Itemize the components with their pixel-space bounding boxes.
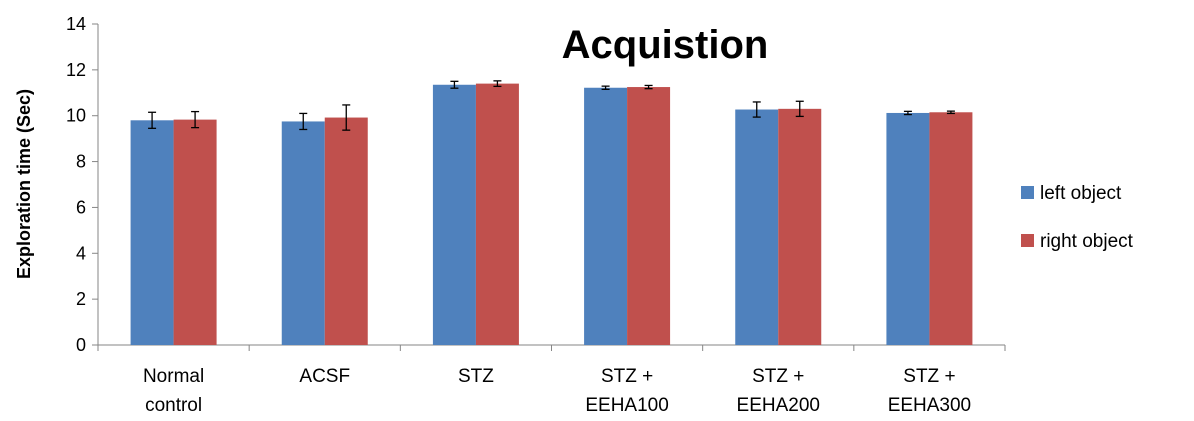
y-tick-label: 4	[76, 243, 86, 263]
error-bar	[946, 110, 955, 115]
x-category-label: STZ	[458, 366, 494, 387]
y-tick-label: 10	[66, 106, 86, 126]
bar-left-object	[130, 120, 174, 345]
legend: left object right object	[1021, 183, 1134, 252]
error-bar	[342, 104, 351, 131]
y-tick-label: 8	[76, 152, 86, 172]
y-tick-label: 0	[76, 335, 86, 355]
bar-left-object	[735, 109, 779, 345]
chart-title: Acquistion	[562, 23, 769, 67]
bar-left-object	[432, 84, 476, 345]
y-tick-label: 12	[66, 60, 86, 80]
y-tick-label: 2	[76, 289, 86, 309]
legend-label: left object	[1040, 183, 1122, 204]
bar-right-object	[324, 117, 368, 345]
error-bar	[903, 110, 912, 116]
error-bar	[752, 101, 761, 118]
bar-left-object	[281, 121, 325, 345]
legend-label: right object	[1040, 231, 1134, 252]
legend-swatch	[1021, 234, 1034, 247]
error-bar	[795, 100, 804, 118]
y-tick-label: 14	[66, 14, 86, 34]
x-category-label: STZ + EEHA300	[888, 366, 971, 416]
bar-left-object	[584, 87, 628, 346]
error-bar	[644, 84, 653, 90]
error-bar	[299, 112, 308, 131]
bar-right-object	[627, 87, 671, 345]
bar-right-object	[173, 119, 217, 345]
bar-right-object	[778, 108, 822, 345]
legend-swatch	[1021, 186, 1034, 199]
x-category-label: STZ + EEHA100	[585, 366, 668, 416]
y-tick-label: 6	[76, 197, 86, 217]
error-bar	[148, 111, 157, 129]
error-bar	[493, 80, 502, 88]
error-bar	[191, 110, 200, 129]
bar-left-object	[886, 112, 930, 345]
bar-right-object	[475, 83, 519, 345]
x-category-label: STZ + EEHA200	[737, 366, 820, 416]
y-axis-label: Exploration time (Sec)	[14, 89, 34, 279]
error-bar	[450, 80, 459, 89]
x-category-label: ACSF	[299, 366, 350, 387]
bar-right-object	[929, 112, 973, 346]
axes: 0 2 4 6 8 10 12 14 Normal control ACSF STZ STZ + EEHA…	[66, 14, 1006, 416]
x-category-label: Normal control	[143, 366, 204, 416]
error-bars	[148, 80, 955, 131]
error-bar	[601, 85, 610, 90]
bars	[130, 83, 973, 346]
